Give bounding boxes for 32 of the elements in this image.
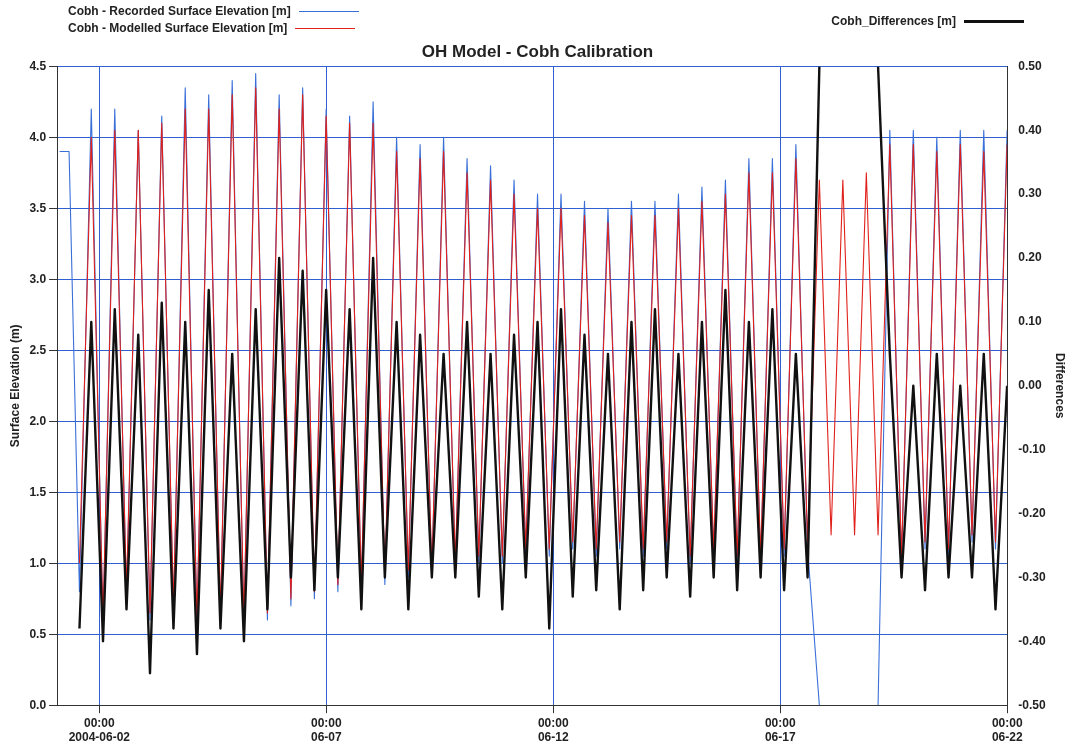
chart-title: OH Model - Cobh Calibration [421, 41, 654, 61]
y2-tick-label: 0.40 [1018, 122, 1042, 137]
y-tick-label: 3.0 [29, 271, 47, 286]
y-tick-label: 2.5 [29, 342, 47, 357]
y2-tick-label: 0.30 [1018, 186, 1042, 201]
y2-tick-label: 0.00 [1018, 378, 1042, 393]
y-axis-title: Surface Elevation (m) [7, 324, 22, 448]
legend-label: Cobh_Differences [m] [831, 14, 956, 28]
y2-axis-title: Differences [1053, 353, 1068, 419]
y2-tick-label: -0.30 [1018, 569, 1046, 584]
y-tick-label: 0.0 [29, 697, 47, 712]
y2-tick-label: -0.10 [1018, 441, 1046, 456]
x-tick-label: 00:00 06-22 [991, 715, 1023, 745]
y-tick-label: 3.5 [29, 200, 47, 215]
y-tick-label: 1.5 [29, 484, 47, 499]
y2-tick-label: -0.20 [1018, 505, 1046, 520]
x-tick-label: 00:00 06-17 [764, 715, 796, 745]
legend-label: Cobh - Recorded Surface Elevation [m] [68, 4, 291, 18]
y2-tick-label: -0.50 [1018, 697, 1046, 712]
y-tick-label: 0.5 [29, 626, 47, 641]
y2-tick-label: -0.40 [1018, 633, 1046, 648]
y2-tick-label: 0.50 [1018, 58, 1042, 73]
y-tick-label: 1.0 [29, 555, 47, 570]
y2-tick-label: 0.20 [1018, 250, 1042, 265]
y-tick-label: 2.0 [29, 413, 47, 428]
legend-label: Cobh - Modelled Surface Elevation [m] [68, 21, 288, 35]
x-tick-label: 00:00 06-07 [310, 715, 342, 745]
y-tick-label: 4.0 [29, 129, 47, 144]
x-tick-label: 00:00 06-12 [537, 715, 569, 745]
x-tick-label: 00:00 2004-06-02 [68, 715, 131, 745]
y2-tick-label: 0.10 [1018, 314, 1042, 329]
y-tick-label: 4.5 [29, 58, 47, 73]
